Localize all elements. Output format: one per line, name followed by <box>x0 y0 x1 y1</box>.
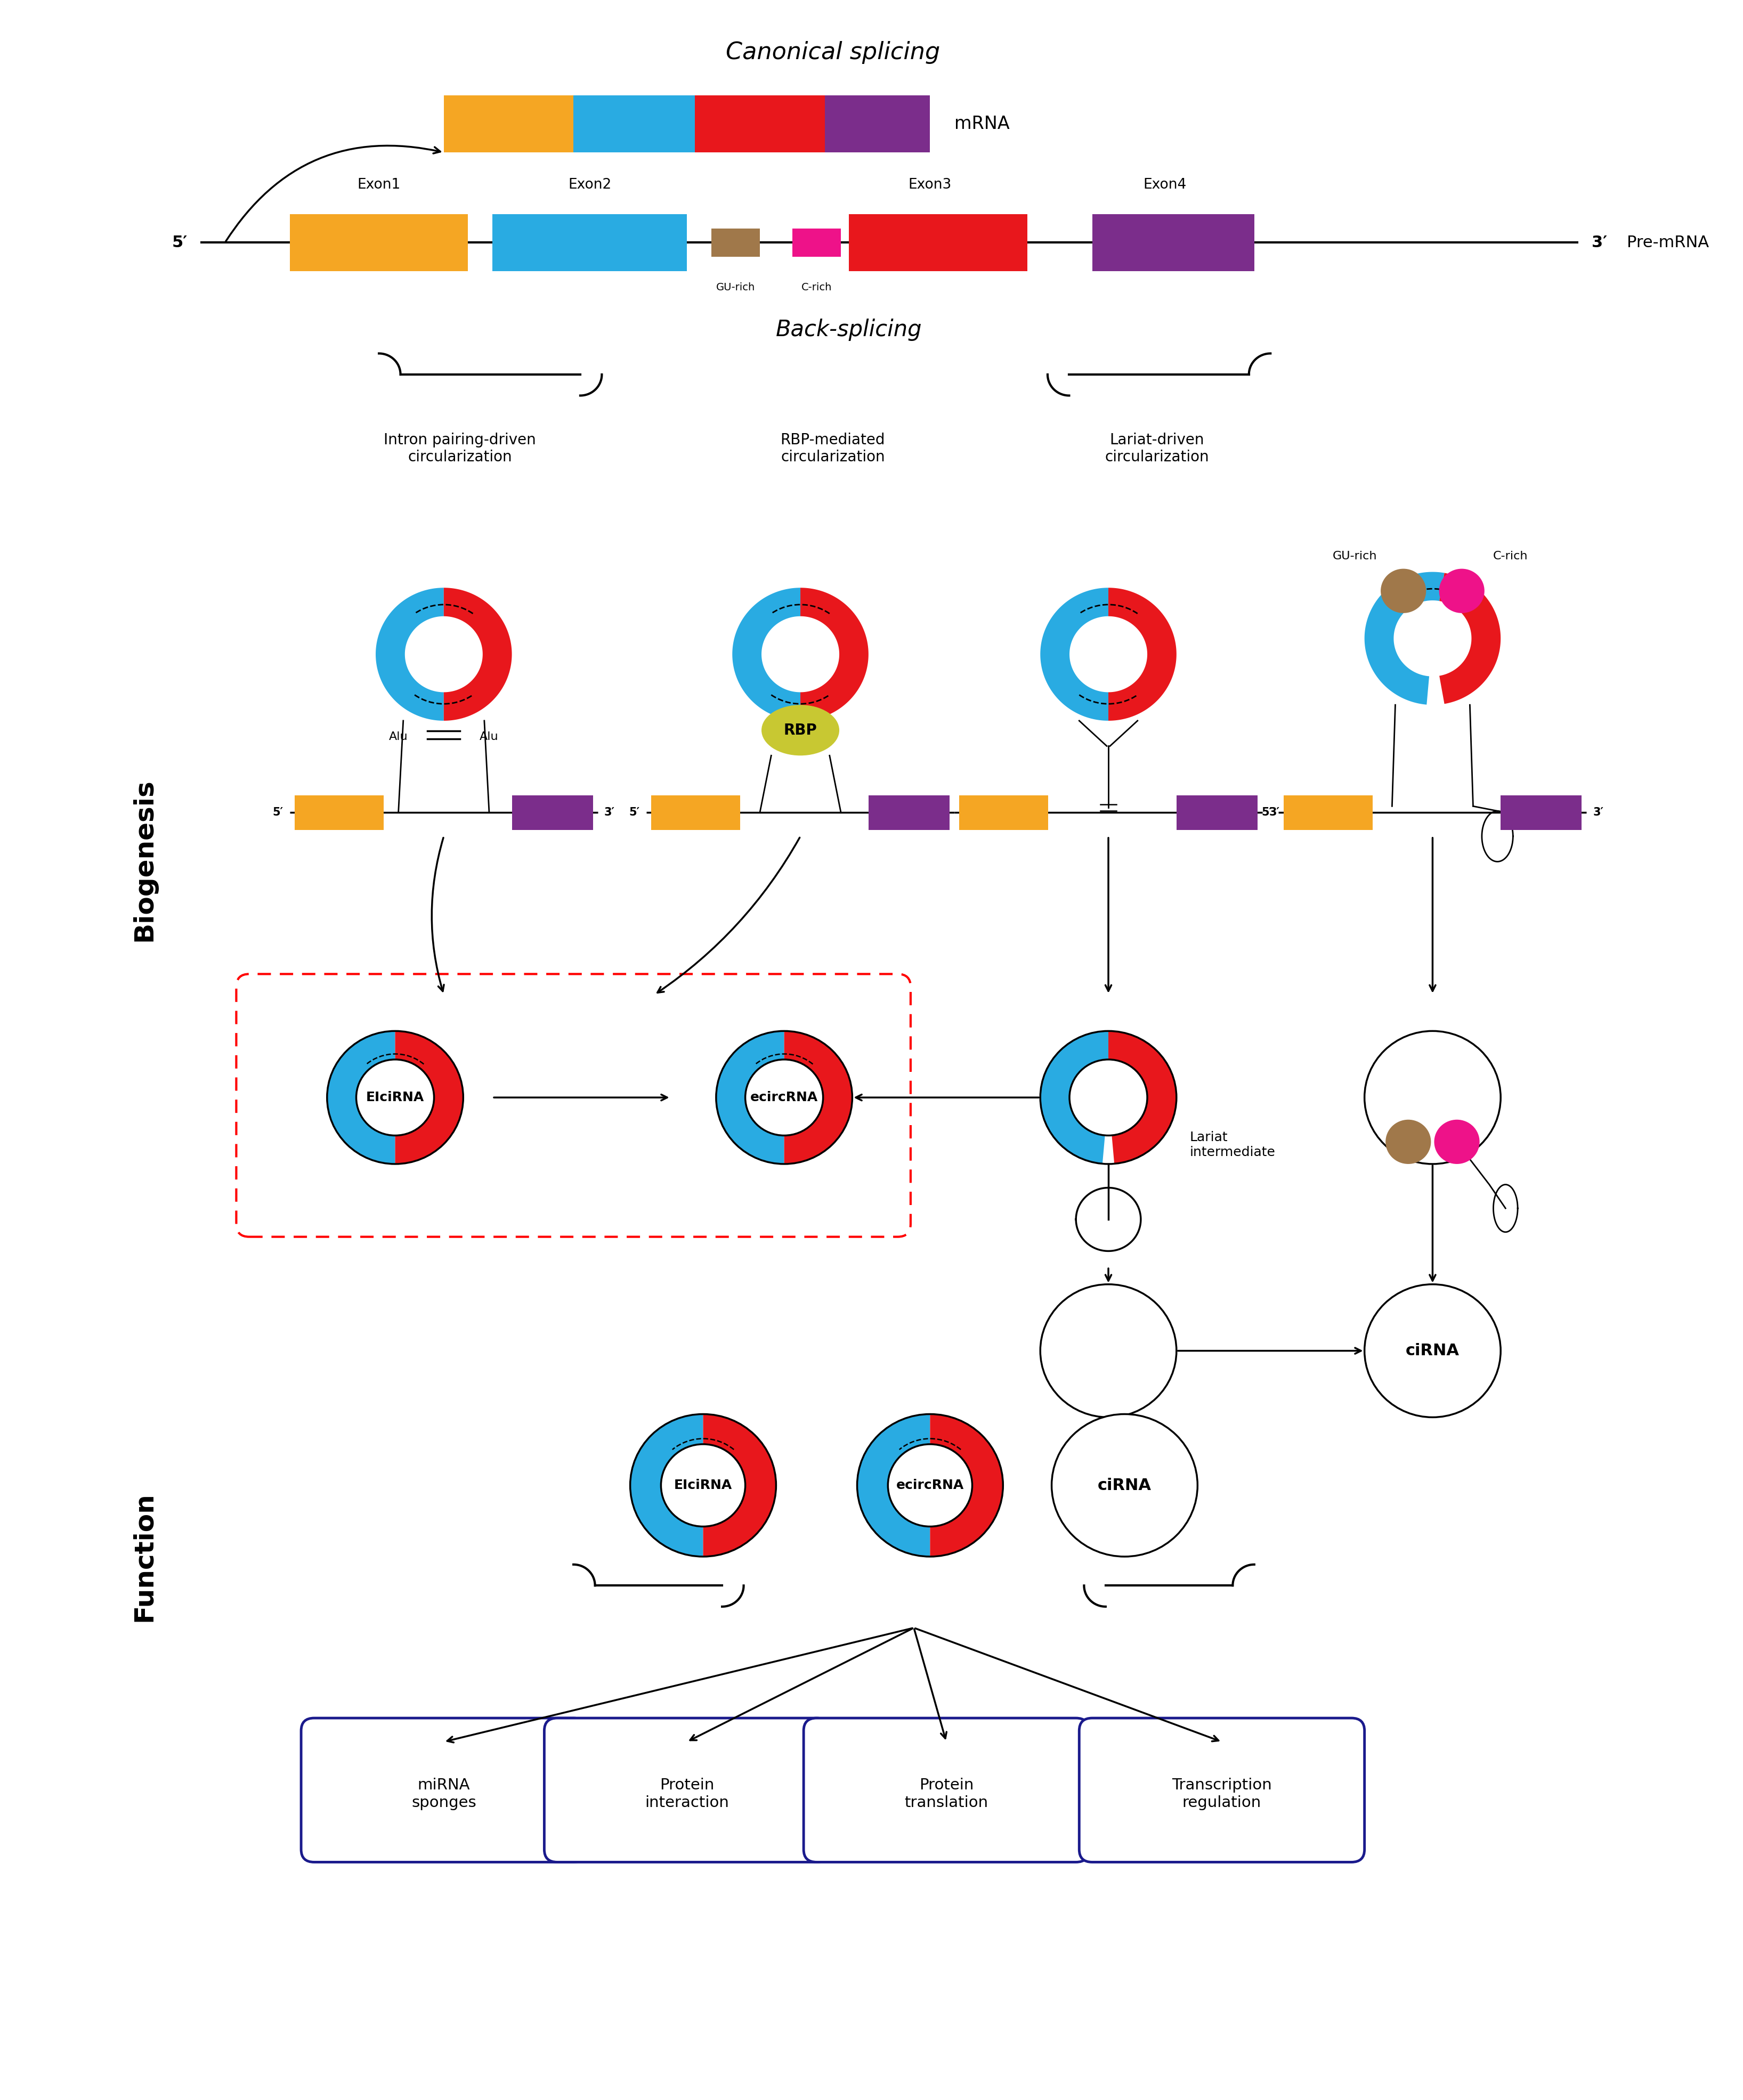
Bar <box>573 94 695 153</box>
Polygon shape <box>1041 1031 1109 1163</box>
Text: Pre-mRNA: Pre-mRNA <box>1628 235 1710 250</box>
Text: 5′: 5′ <box>173 235 188 250</box>
FancyBboxPatch shape <box>544 1718 830 1863</box>
Bar <box>289 214 469 271</box>
Bar <box>849 214 1027 271</box>
Circle shape <box>1070 1060 1147 1136</box>
Bar <box>1283 796 1372 830</box>
Text: Alu: Alu <box>479 731 498 741</box>
Text: Exon4: Exon4 <box>1143 179 1187 191</box>
Polygon shape <box>1440 573 1501 704</box>
Circle shape <box>887 1445 973 1527</box>
Polygon shape <box>800 588 868 720</box>
Bar <box>868 796 950 830</box>
Circle shape <box>1434 1119 1480 1163</box>
Text: ecircRNA: ecircRNA <box>896 1478 964 1491</box>
Text: EIciRNA: EIciRNA <box>366 1092 424 1105</box>
Text: Lariat: Lariat <box>1079 1510 1121 1525</box>
Polygon shape <box>716 1031 784 1163</box>
Polygon shape <box>1365 571 1445 706</box>
Text: Exon2: Exon2 <box>568 179 612 191</box>
Bar <box>824 94 931 153</box>
Bar <box>444 94 573 153</box>
Bar <box>512 796 593 830</box>
Ellipse shape <box>762 706 840 756</box>
Text: 3′: 3′ <box>605 806 615 817</box>
Circle shape <box>1380 569 1426 613</box>
FancyBboxPatch shape <box>804 1718 1089 1863</box>
Text: Function: Function <box>131 1491 157 1621</box>
FancyBboxPatch shape <box>302 1718 586 1863</box>
Text: Lariat
intermediate: Lariat intermediate <box>1189 1132 1276 1159</box>
Polygon shape <box>376 588 444 720</box>
Polygon shape <box>784 1031 852 1163</box>
Text: 3′: 3′ <box>1591 235 1607 250</box>
Text: EIciRNA: EIciRNA <box>675 1478 732 1491</box>
Text: 5′: 5′ <box>1262 806 1272 817</box>
Text: Exon1: Exon1 <box>357 179 401 191</box>
Text: Intron pairing-driven
circularization: Intron pairing-driven circularization <box>383 433 537 464</box>
Circle shape <box>1051 1413 1197 1556</box>
Text: Back-splicing: Back-splicing <box>776 319 922 340</box>
Text: Canonical splicing: Canonical splicing <box>725 42 939 65</box>
Circle shape <box>1440 569 1485 613</box>
Circle shape <box>1365 1031 1501 1163</box>
Bar <box>711 229 760 256</box>
Bar <box>1093 214 1255 271</box>
Text: Exon3: Exon3 <box>908 179 952 191</box>
Polygon shape <box>931 1413 1002 1556</box>
Text: Protein
translation: Protein translation <box>905 1779 988 1810</box>
Text: Transcription
regulation: Transcription regulation <box>1171 1779 1272 1810</box>
Bar <box>652 796 741 830</box>
Polygon shape <box>1041 588 1109 720</box>
Polygon shape <box>1109 588 1177 720</box>
Polygon shape <box>1109 1031 1177 1163</box>
Bar <box>1501 796 1581 830</box>
Text: Or: Or <box>572 1088 593 1107</box>
Bar <box>295 796 383 830</box>
Text: 5′: 5′ <box>272 806 284 817</box>
Bar <box>1177 796 1257 830</box>
Circle shape <box>1041 1285 1177 1418</box>
Text: miRNA
sponges: miRNA sponges <box>411 1779 476 1810</box>
Bar <box>695 94 824 153</box>
Polygon shape <box>858 1413 931 1556</box>
Bar <box>793 229 840 256</box>
Circle shape <box>356 1060 434 1136</box>
Text: 3′: 3′ <box>1593 806 1604 817</box>
Text: RBP: RBP <box>784 722 817 737</box>
Polygon shape <box>396 1031 464 1163</box>
Text: 5′: 5′ <box>629 806 640 817</box>
Text: ciRNA: ciRNA <box>1098 1478 1152 1493</box>
Text: Alu: Alu <box>389 731 408 741</box>
Text: ciRNA: ciRNA <box>1405 1344 1459 1359</box>
Circle shape <box>1365 1285 1501 1418</box>
Text: RBP-mediated
circularization: RBP-mediated circularization <box>781 433 885 464</box>
FancyBboxPatch shape <box>1079 1718 1365 1863</box>
Text: C-rich: C-rich <box>802 281 831 292</box>
FancyBboxPatch shape <box>237 974 910 1237</box>
Polygon shape <box>702 1413 776 1556</box>
Text: GU-rich: GU-rich <box>716 281 755 292</box>
Polygon shape <box>328 1031 396 1163</box>
Bar <box>493 214 687 271</box>
Text: Protein
interaction: Protein interaction <box>645 1779 729 1810</box>
Text: Lariat-driven
circularization: Lariat-driven circularization <box>1105 433 1210 464</box>
Text: C-rich: C-rich <box>1494 550 1529 561</box>
Text: mRNA: mRNA <box>955 116 1009 132</box>
Text: GU-rich: GU-rich <box>1332 550 1377 561</box>
Text: 3′: 3′ <box>1269 806 1279 817</box>
Circle shape <box>1386 1119 1431 1163</box>
Text: 5′: 5′ <box>938 806 948 817</box>
Circle shape <box>746 1060 823 1136</box>
Polygon shape <box>631 1413 702 1556</box>
Text: Biogenesis: Biogenesis <box>131 779 157 941</box>
Text: ecircRNA: ecircRNA <box>749 1092 817 1105</box>
Circle shape <box>661 1445 746 1527</box>
Bar <box>959 796 1048 830</box>
Polygon shape <box>732 588 800 720</box>
Text: 3′: 3′ <box>960 806 971 817</box>
Polygon shape <box>444 588 512 720</box>
